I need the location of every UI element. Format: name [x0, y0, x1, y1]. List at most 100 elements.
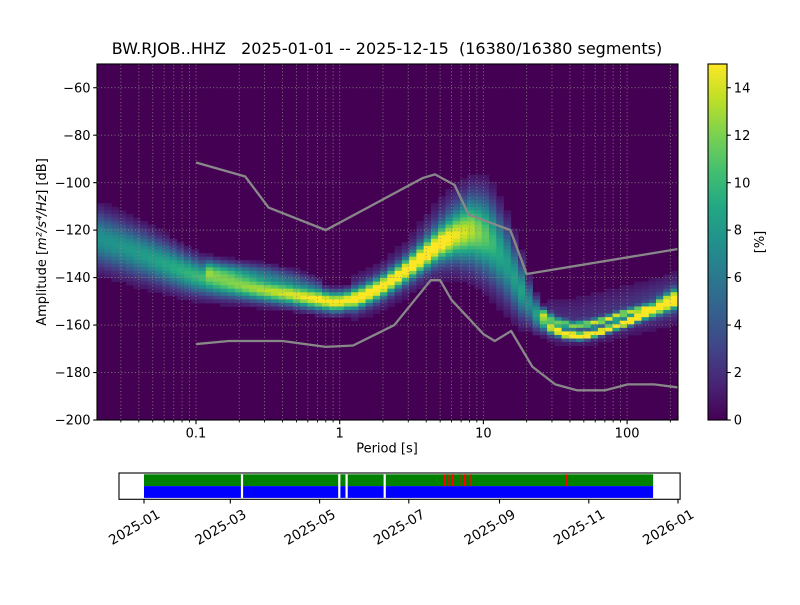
heatmap-cell — [525, 313, 533, 318]
heatmap-cell — [670, 277, 678, 282]
heatmap-cell — [154, 242, 163, 247]
heatmap-cell — [590, 342, 599, 347]
heatmap-cell — [111, 277, 120, 282]
heatmap-cell — [401, 295, 410, 300]
heatmap-cell — [619, 317, 628, 322]
heatmap-cell — [641, 285, 650, 290]
heatmap-cell — [510, 292, 519, 297]
heatmap-cell — [619, 327, 628, 332]
heatmap-cell — [430, 260, 439, 265]
heatmap-cell — [641, 288, 650, 293]
heatmap-cell — [568, 327, 577, 332]
heatmap-cell — [118, 231, 127, 236]
heatmap-cell — [467, 196, 475, 201]
heatmap-cell — [467, 253, 475, 258]
heatmap-cell — [365, 285, 374, 290]
heatmap-cell — [104, 245, 112, 250]
heatmap-cell — [452, 235, 461, 240]
heatmap-cell — [118, 210, 127, 215]
heatmap-cell — [496, 206, 504, 211]
heatmap-cell — [154, 267, 163, 272]
heatmap-cell — [394, 260, 403, 265]
heatmap-cell — [249, 267, 258, 272]
heatmap-cell — [314, 281, 323, 286]
heatmap-cell — [481, 281, 490, 286]
heatmap-cell — [285, 306, 294, 311]
heatmap-cell — [111, 260, 120, 265]
heatmap-cell — [648, 313, 657, 318]
heatmap-cell — [503, 267, 512, 272]
heatmap-cell — [169, 292, 178, 297]
heatmap-cell — [125, 260, 134, 265]
heatmap-cell — [271, 270, 279, 275]
heatmap-cell — [278, 274, 287, 279]
heatmap-cell — [576, 317, 584, 322]
heatmap-cell — [104, 260, 112, 265]
heatmap-cell — [496, 199, 504, 204]
heatmap-cell — [125, 270, 134, 275]
heatmap-cell — [104, 210, 112, 215]
heatmap-cell — [198, 263, 207, 268]
heatmap-cell — [481, 192, 490, 197]
heatmap-cell — [496, 270, 504, 275]
heatmap-cell — [205, 281, 214, 286]
heatmap-cell — [663, 313, 671, 318]
heatmap-cell — [394, 270, 403, 275]
heatmap-cell — [104, 267, 112, 272]
heatmap-cell — [489, 192, 497, 197]
heatmap-cell — [605, 288, 613, 293]
heatmap-cell — [459, 217, 468, 222]
heatmap-cell — [249, 288, 258, 293]
heatmap-cell — [641, 320, 650, 325]
heatmap-cell — [481, 285, 490, 290]
heatmap-cell — [205, 285, 214, 290]
heatmap-cell — [358, 292, 366, 297]
heatmap-cell — [125, 263, 134, 268]
heatmap-cell — [503, 313, 512, 318]
heatmap-cell — [176, 267, 185, 272]
heatmap-cell — [568, 331, 577, 336]
heatmap-cell — [409, 270, 417, 275]
heatmap-cell — [503, 217, 512, 222]
heatmap-cell — [510, 317, 519, 322]
heatmap-cell — [634, 292, 642, 297]
heatmap-cell — [358, 281, 366, 286]
heatmap-cell — [205, 288, 214, 293]
heatmap-cell — [227, 277, 236, 282]
heatmap-cell — [365, 292, 374, 297]
heatmap-cell — [474, 256, 483, 261]
heatmap-cell — [314, 310, 323, 314]
heatmap-cell — [198, 281, 207, 286]
heatmap-cell — [539, 320, 548, 325]
heatmap-cell — [568, 342, 577, 347]
heatmap-cell — [176, 274, 185, 279]
heatmap-cell — [147, 231, 156, 236]
heatmap-cell — [387, 281, 395, 286]
heatmap-cell — [140, 263, 149, 268]
heatmap-cell — [205, 292, 214, 297]
heatmap-cell — [459, 235, 468, 240]
heatmap-cell — [656, 302, 664, 307]
heatmap-cell — [358, 310, 366, 314]
heatmap-cell — [547, 334, 555, 339]
heatmap-cell — [394, 245, 403, 250]
heatmap-cell — [539, 327, 548, 332]
x-tick-label: 10 — [475, 427, 492, 442]
heatmap-cell — [467, 231, 475, 236]
heatmap-cell — [474, 221, 483, 225]
heatmap-cell — [503, 288, 512, 293]
heatmap-cell — [605, 313, 613, 318]
heatmap-cell — [292, 299, 301, 304]
heatmap-cell — [154, 281, 163, 286]
heatmap-cell — [518, 277, 526, 282]
heatmap-cell — [191, 277, 199, 282]
heatmap-cell — [234, 260, 243, 265]
heatmap-cell — [561, 331, 570, 336]
heatmap-cell — [394, 292, 403, 297]
heatmap-cell — [496, 295, 504, 300]
heatmap-cell — [467, 281, 475, 286]
heatmap-cell — [525, 281, 533, 286]
heatmap-cell — [300, 292, 308, 297]
heatmap-cell — [568, 310, 577, 314]
heatmap-cell — [445, 238, 454, 243]
